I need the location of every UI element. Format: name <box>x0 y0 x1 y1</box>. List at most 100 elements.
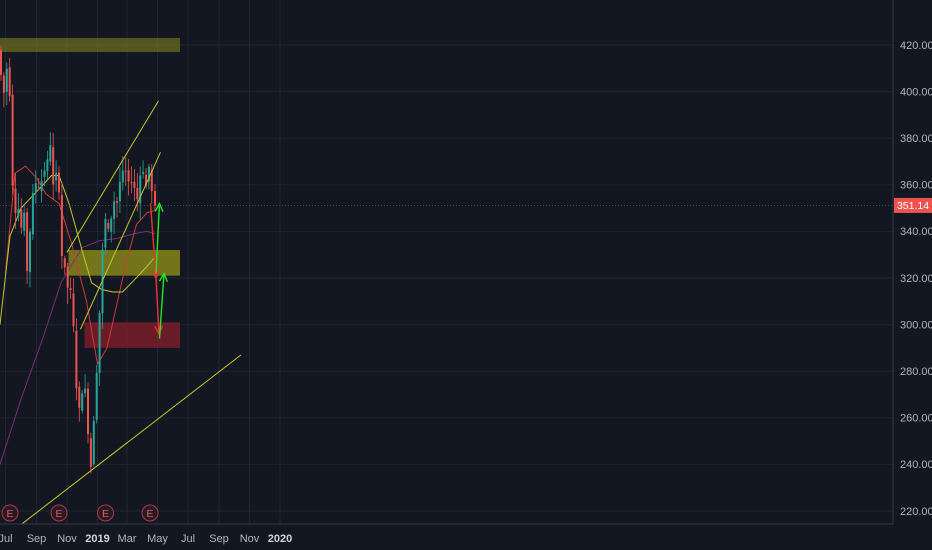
candle-body <box>66 266 69 288</box>
time-tick-label: Nov <box>240 533 260 545</box>
candle-body <box>136 187 139 200</box>
candle-body <box>133 181 136 189</box>
candle-body <box>40 181 43 192</box>
arrow-head <box>154 201 164 213</box>
candle-body <box>130 182 133 184</box>
candle-body <box>92 420 95 465</box>
trend-lines[interactable] <box>17 100 242 528</box>
candle-body <box>95 372 98 420</box>
candle-body <box>55 173 58 181</box>
price-tick-label: 280.00 <box>900 366 932 378</box>
earnings-marker[interactable]: E <box>141 504 159 522</box>
time-tick-label: Mar <box>118 533 137 545</box>
price-tick-label: 300.00 <box>900 319 932 331</box>
candle-body <box>84 388 87 393</box>
earnings-marker-label: E <box>55 508 62 520</box>
candle-body <box>43 170 46 177</box>
candle-body <box>116 201 118 203</box>
candle-body <box>63 258 66 268</box>
candle-body <box>60 195 63 257</box>
time-tick-label: May <box>147 533 168 545</box>
time-tick-label: 2019 <box>85 533 109 545</box>
moving-average-purple <box>0 230 156 465</box>
candle-body <box>89 438 92 468</box>
projection-arrow <box>155 277 160 334</box>
candle-body <box>110 218 113 232</box>
price-tick-label: 360.00 <box>900 180 932 192</box>
candle-body <box>69 288 72 290</box>
moving-average-yellow <box>0 174 156 325</box>
candle-body <box>31 193 34 235</box>
time-axis[interactable] <box>0 524 893 550</box>
earnings-marker[interactable]: E <box>97 504 114 522</box>
candle-body <box>113 201 116 219</box>
candle-body <box>147 166 150 182</box>
price-tick-label: 380.00 <box>900 133 932 145</box>
time-tick-label: 2020 <box>268 533 292 545</box>
time-tick-label: Sep <box>27 533 47 545</box>
earnings-marker-label: E <box>6 508 13 520</box>
candle-body <box>81 393 84 411</box>
candle-body <box>23 212 26 231</box>
moving-averages <box>0 165 156 465</box>
price-tick-label: 320.00 <box>900 273 932 285</box>
candle-body <box>29 231 31 273</box>
earnings-marker[interactable]: E <box>1 504 19 522</box>
earnings-marker-circle <box>97 504 114 522</box>
price-tick-label: 340.00 <box>900 226 932 238</box>
arrow-head <box>158 271 168 282</box>
projection-arrows <box>149 201 168 339</box>
candle-body <box>26 212 29 271</box>
candle-body <box>72 293 75 327</box>
earnings-marker-circle <box>50 504 68 522</box>
arrow-head <box>154 325 164 336</box>
earnings-marker-label: E <box>146 508 153 520</box>
price-zone <box>0 38 180 52</box>
candle-body <box>150 169 153 192</box>
last-price-label: 351.14 <box>897 200 929 212</box>
time-tick-label: Jul <box>181 533 195 545</box>
candle-body <box>46 159 49 172</box>
candle-body <box>58 172 60 193</box>
earnings-marker-label: E <box>102 508 109 520</box>
candle-body <box>11 94 14 186</box>
candle-body <box>107 222 110 229</box>
candle-body <box>52 147 55 185</box>
earnings-marker-circle <box>141 504 159 522</box>
candle-body <box>145 174 147 186</box>
candle-body <box>118 182 121 202</box>
candle-body <box>142 172 145 174</box>
earnings-marker[interactable]: E <box>50 504 68 522</box>
candle-body <box>104 218 107 248</box>
candle-body <box>34 183 37 193</box>
projection-arrow <box>158 273 165 339</box>
moving-average-red <box>5 165 156 365</box>
candle-body <box>5 68 8 92</box>
time-tick-label: Sep <box>209 533 229 545</box>
candle-body <box>14 188 17 213</box>
candle-body <box>20 209 23 228</box>
price-tick-label: 260.00 <box>900 413 932 425</box>
trend-line[interactable] <box>17 354 242 528</box>
time-tick-label: Jul <box>0 533 13 545</box>
trend-line[interactable] <box>66 100 159 253</box>
candle-body <box>75 330 78 389</box>
earnings-marker-circle <box>1 504 19 522</box>
projection-arrow <box>149 203 157 279</box>
trend-line[interactable] <box>80 151 161 330</box>
candle-body <box>87 388 89 435</box>
last-price-badge: 351.14 <box>894 197 932 213</box>
price-tick-label: 240.00 <box>900 459 932 471</box>
price-axis[interactable] <box>893 0 932 524</box>
price-tick-label: 400.00 <box>900 86 932 98</box>
candle-body <box>154 191 156 206</box>
candle-body <box>37 186 40 188</box>
candle-body <box>0 49 2 76</box>
time-axis-ticks: Jul Sep Nov 2019 Mar May Jul Sep Nov 2020 <box>0 533 292 545</box>
candle-body <box>17 209 20 217</box>
candle-body <box>127 170 130 182</box>
candle-body <box>8 67 11 97</box>
candle-body <box>49 145 52 162</box>
